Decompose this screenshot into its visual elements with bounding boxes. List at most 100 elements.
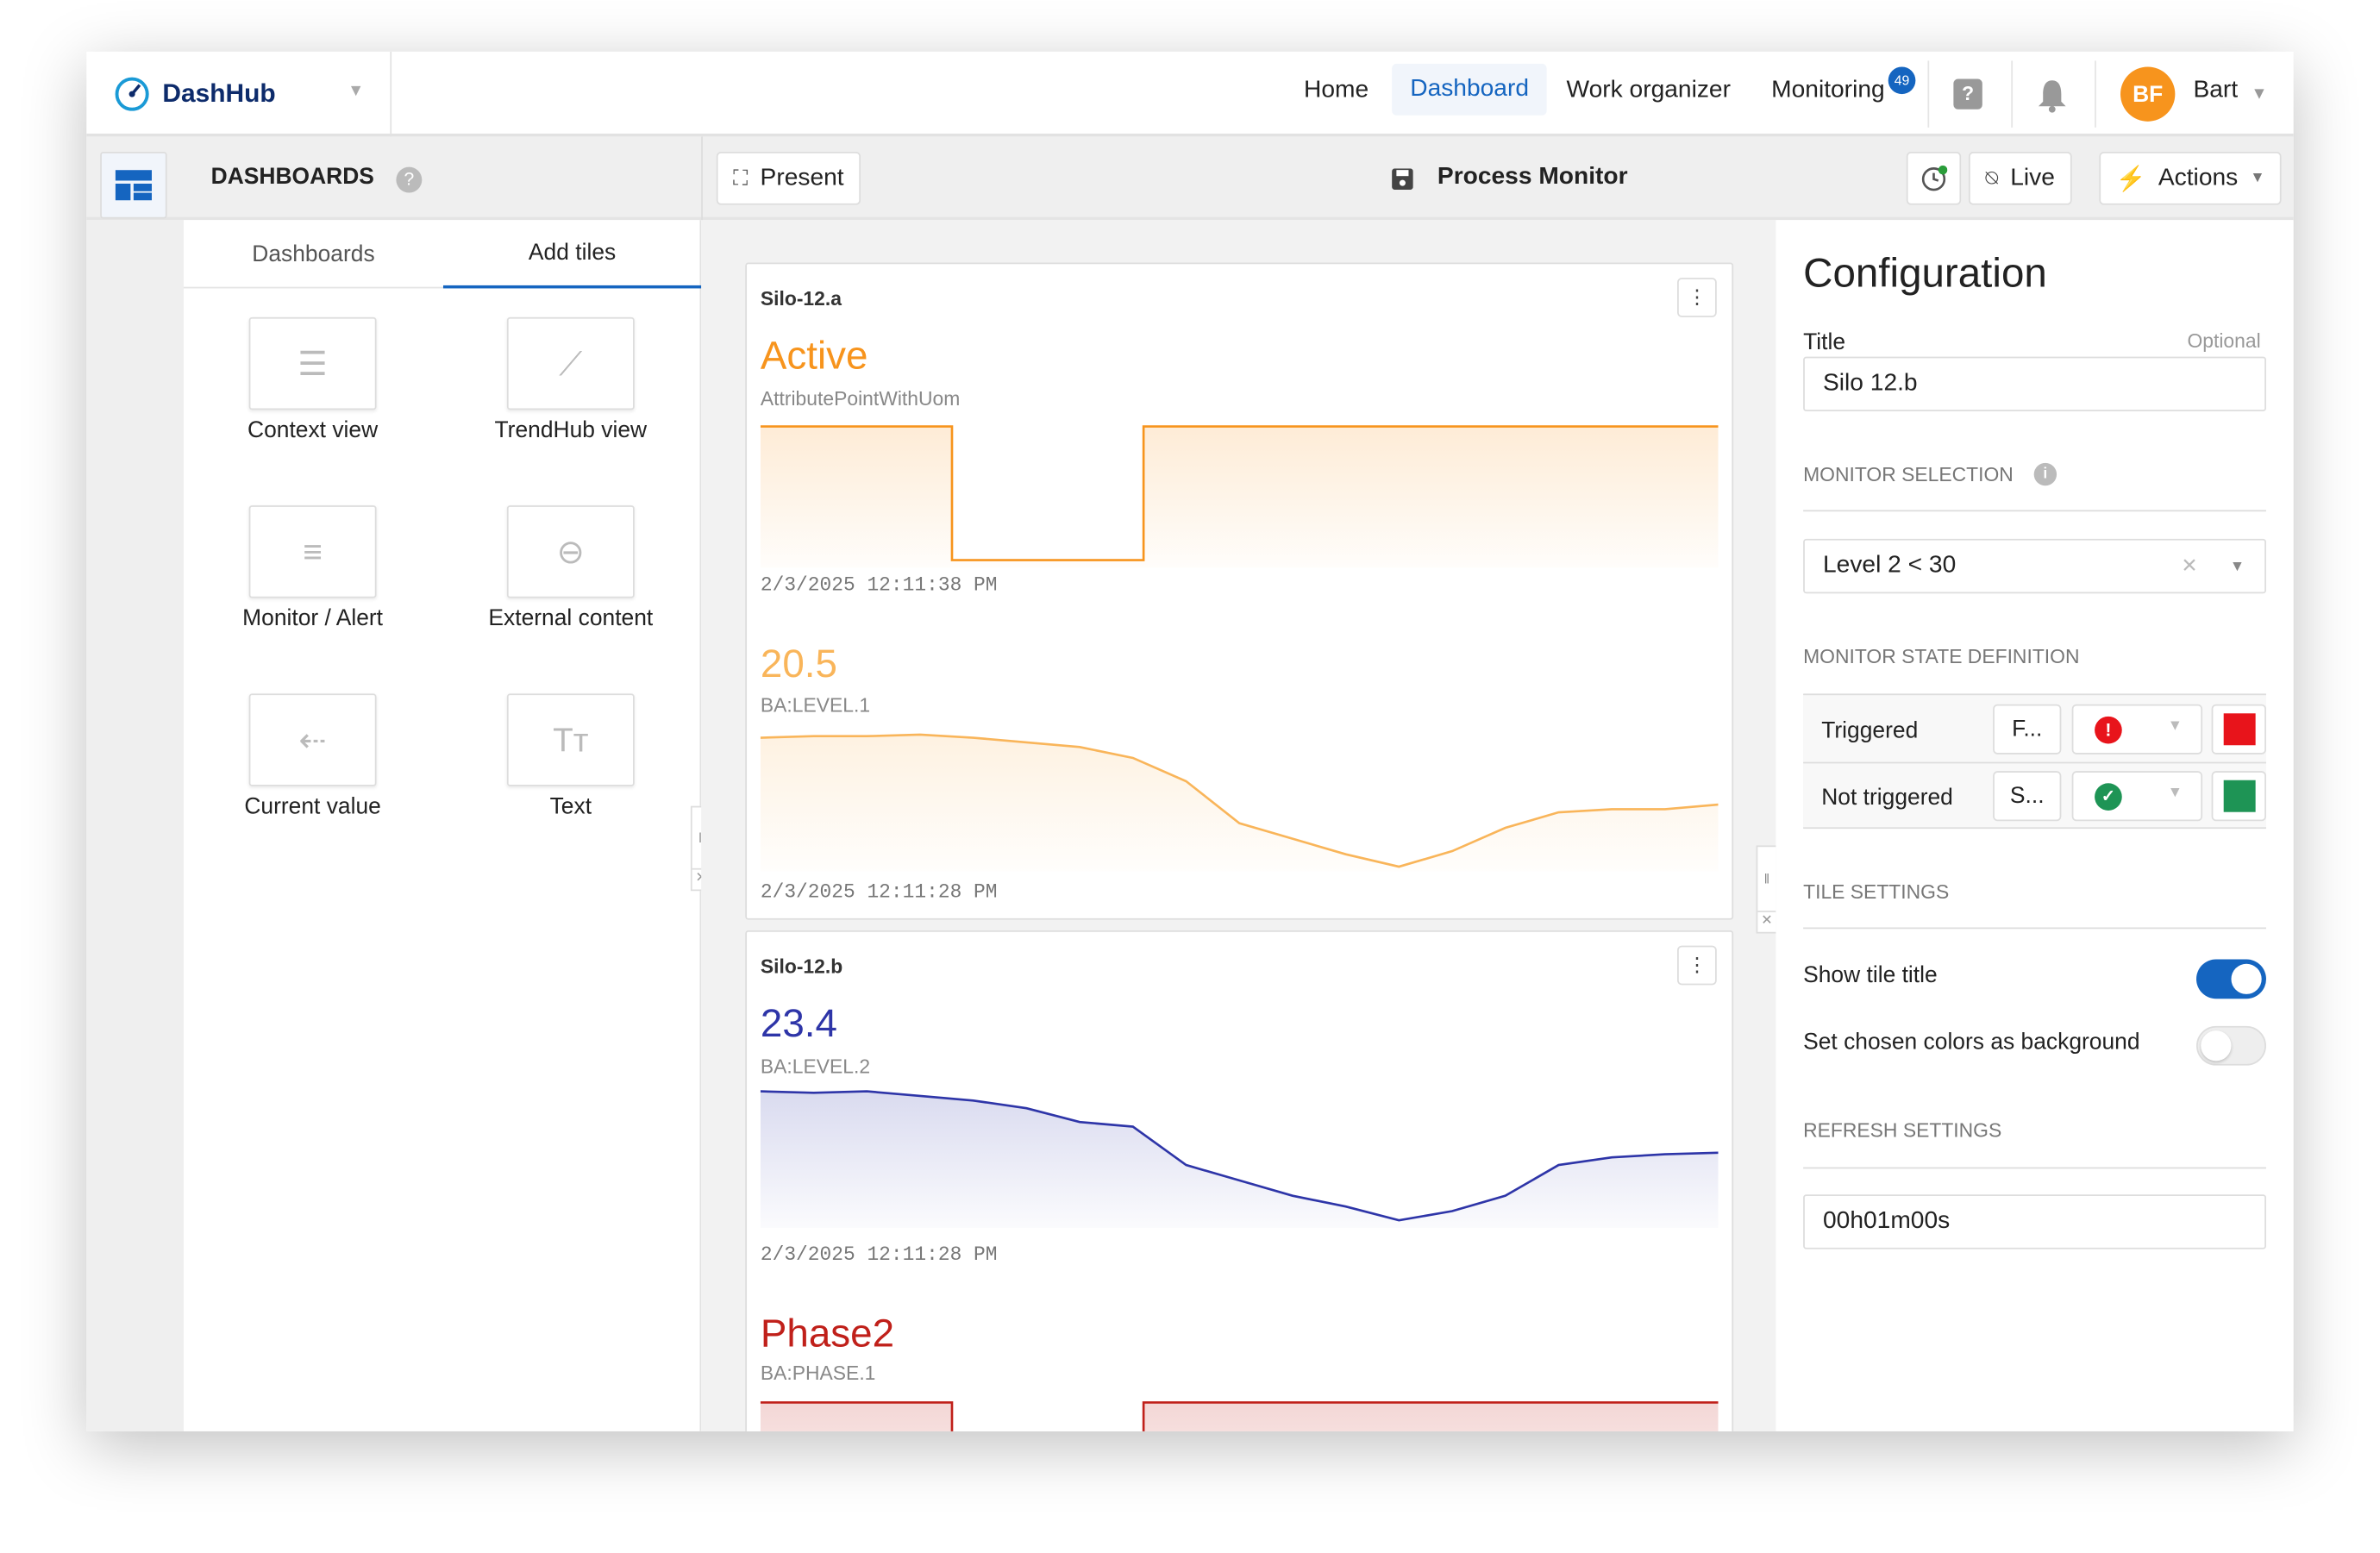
value-label: BA:PHASE.1 — [760, 1361, 876, 1385]
history-icon — [1921, 164, 1948, 191]
divider — [1803, 1167, 2266, 1169]
chart-area — [760, 734, 1719, 872]
nav-monitoring[interactable]: Monitoring — [1771, 77, 1885, 103]
tile-option[interactable]: ⟋ TrendHub view — [442, 316, 699, 469]
current-value: 20.5 — [760, 640, 837, 686]
live-off-icon: ⍉ — [1985, 165, 1999, 191]
current-value: Phase2 — [760, 1310, 895, 1356]
info-icon[interactable]: i — [2033, 462, 2057, 486]
save-icon[interactable] — [1392, 168, 1413, 191]
top-bar: DashHub ▼ Home Dashboard Work organizer … — [86, 51, 2294, 137]
more-options-icon[interactable]: ⋮ — [1677, 278, 1717, 317]
divider — [2011, 60, 2014, 128]
show-title-toggle[interactable] — [2196, 959, 2266, 999]
tile-option-label: External content — [488, 605, 654, 632]
section-label: REFRESH SETTINGS — [1803, 1118, 2002, 1142]
monitor-alert-icon: ≡ — [248, 505, 377, 598]
nav-dashboard[interactable]: Dashboard — [1392, 63, 1548, 116]
refresh-interval-input[interactable]: 00h01m00s — [1803, 1194, 2266, 1249]
context-view-icon: ☰ — [248, 316, 377, 410]
tab-dashboards[interactable]: Dashboards — [183, 220, 443, 289]
state-name: Triggered — [1821, 717, 1919, 744]
fullscreen-icon: ⛶ — [733, 165, 748, 191]
tile-option-label: Monitor / Alert — [242, 605, 384, 632]
help-icon[interactable]: ? — [1953, 78, 1982, 110]
current-value-icon: ⇠ — [248, 693, 377, 786]
tile-option[interactable]: Tт Text — [442, 693, 699, 845]
configuration-panel: Configuration Title Optional Silo 12.b M… — [1776, 220, 2294, 1431]
more-options-icon[interactable]: ⋮ — [1677, 945, 1717, 986]
avatar[interactable]: BF — [2120, 66, 2176, 122]
show-title-label: Show tile title — [1803, 961, 1938, 988]
layout-icon — [115, 170, 153, 201]
bg-colors-label: Set chosen colors as background — [1803, 1029, 2140, 1055]
nav-work-organizer[interactable]: Work organizer — [1566, 77, 1731, 103]
clear-icon[interactable]: ✕ — [2181, 554, 2198, 577]
chart-line — [760, 1401, 1719, 1431]
divider — [1803, 510, 2266, 512]
dashhub-logo-icon — [115, 77, 149, 111]
dashboards-panel-toggle[interactable] — [100, 152, 167, 219]
section-label: MONITOR SELECTION — [1803, 462, 2014, 486]
current-value: 23.4 — [760, 999, 837, 1046]
text-icon: Tт — [506, 693, 635, 786]
chart-line — [760, 733, 1719, 868]
state-text-input[interactable]: S... — [1993, 771, 2062, 822]
chevron-down-icon: ▼ — [2250, 170, 2265, 187]
state-icon-select[interactable]: ✓ ▼ — [2071, 771, 2203, 822]
bg-colors-toggle[interactable] — [2196, 1025, 2266, 1066]
chevron-down-icon[interactable]: ▼ — [2251, 85, 2268, 103]
section-label: MONITOR STATE DEFINITION — [1803, 645, 2080, 668]
chart-area — [760, 1402, 1719, 1431]
present-button[interactable]: ⛶ Present — [716, 152, 861, 205]
chevron-down-icon[interactable]: ▼ — [2229, 557, 2245, 575]
tile-silo-12a[interactable]: Silo-12.a ⋮ Active AttributePointWithUom… — [745, 262, 1734, 920]
actions-button[interactable]: ⚡ Actions ▼ — [2099, 152, 2283, 205]
optional-label: Optional — [2187, 329, 2261, 353]
panel-resize-handle[interactable]: ‖✕ — [1756, 845, 1778, 934]
live-button[interactable]: ⍉ Live — [1968, 152, 2072, 205]
tile-option-label: Current value — [244, 793, 381, 820]
tile-title: Silo-12.a — [760, 286, 842, 310]
trend-chart — [760, 1090, 1719, 1229]
title-label: Title — [1803, 329, 1846, 355]
app-switcher[interactable]: DashHub ▼ — [86, 51, 392, 137]
chart-area — [760, 1091, 1719, 1229]
state-text-input[interactable]: F... — [1993, 704, 2062, 755]
check-icon: ✓ — [2095, 783, 2122, 811]
tile-option[interactable]: ≡ Monitor / Alert — [184, 505, 442, 657]
user-name[interactable]: Bart — [2193, 77, 2239, 103]
tile-option-label: Context view — [247, 417, 379, 443]
state-color-picker[interactable] — [2211, 771, 2266, 822]
dashboard-toolbar: DASHBOARDS ? ⛶ Present Process Monitor ⍉ L… — [86, 136, 2294, 221]
tile-option[interactable]: ⇠ Current value — [184, 693, 442, 845]
value-label: BA:LEVEL.1 — [760, 693, 871, 717]
trend-chart — [760, 425, 1719, 568]
tile-silo-12b[interactable]: Silo-12.b ⋮ 23.4 BA:LEVEL.2 2/3/2025 12:… — [745, 930, 1734, 1431]
title-input[interactable]: Silo 12.b — [1803, 356, 2266, 412]
state-name: Not triggered — [1821, 785, 1953, 811]
section-label: TILE SETTINGS — [1803, 880, 1950, 904]
state-color-picker[interactable] — [2211, 704, 2266, 755]
divider — [701, 136, 703, 221]
nav-home[interactable]: Home — [1304, 77, 1369, 103]
trend-chart — [760, 733, 1719, 872]
panel-title: DASHBOARDS — [210, 164, 374, 191]
monitoring-badge: 49 — [1888, 66, 1916, 95]
timestamp: 2/3/2025 12:11:38 PM — [760, 573, 998, 597]
tile-title: Silo-12.b — [760, 955, 843, 978]
tile-option-label: TrendHub view — [494, 417, 648, 443]
help-icon[interactable]: ? — [396, 166, 423, 193]
tile-option[interactable]: ☰ Context view — [184, 316, 442, 469]
tile-option-label: Text — [549, 793, 592, 820]
tile-option[interactable]: ⊖ External content — [442, 505, 699, 657]
monitor-select[interactable]: Level 2 < 30 ✕ ▼ — [1803, 538, 2266, 594]
config-heading: Configuration — [1803, 250, 2047, 297]
history-button[interactable] — [1906, 152, 1962, 205]
alert-icon: ! — [2095, 716, 2122, 744]
tab-add-tiles[interactable]: Add tiles — [442, 220, 702, 289]
dashboard-canvas: Silo-12.a ⋮ Active AttributePointWithUom… — [701, 220, 1778, 1431]
bell-icon[interactable] — [2035, 78, 2069, 114]
state-icon-select[interactable]: ! ▼ — [2071, 704, 2203, 755]
trend-chart — [760, 1401, 1719, 1431]
